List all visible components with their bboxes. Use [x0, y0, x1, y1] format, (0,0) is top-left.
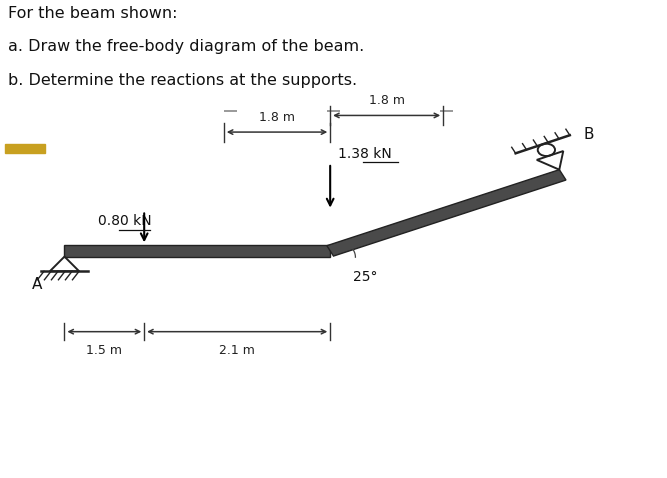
Text: For the beam shown:: For the beam shown: [8, 6, 177, 21]
Text: 1.8 m: 1.8 m [259, 110, 295, 123]
Text: 1.8 m: 1.8 m [369, 94, 405, 107]
Text: b. Determine the reactions at the supports.: b. Determine the reactions at the suppor… [8, 73, 357, 87]
Text: 25°: 25° [354, 270, 378, 284]
Text: A: A [31, 277, 42, 292]
Text: 1.38 kN: 1.38 kN [338, 147, 392, 161]
Bar [5, 144, 45, 153]
Text: 1.5 m: 1.5 m [86, 344, 122, 357]
Text: a. Draw the free-body diagram of the beam.: a. Draw the free-body diagram of the bea… [8, 39, 364, 54]
Text: 2.1 m: 2.1 m [219, 344, 255, 357]
Polygon shape [327, 170, 566, 256]
Text: 0.80 kN: 0.80 kN [97, 214, 151, 228]
Polygon shape [65, 245, 330, 257]
Text: B: B [584, 127, 594, 142]
